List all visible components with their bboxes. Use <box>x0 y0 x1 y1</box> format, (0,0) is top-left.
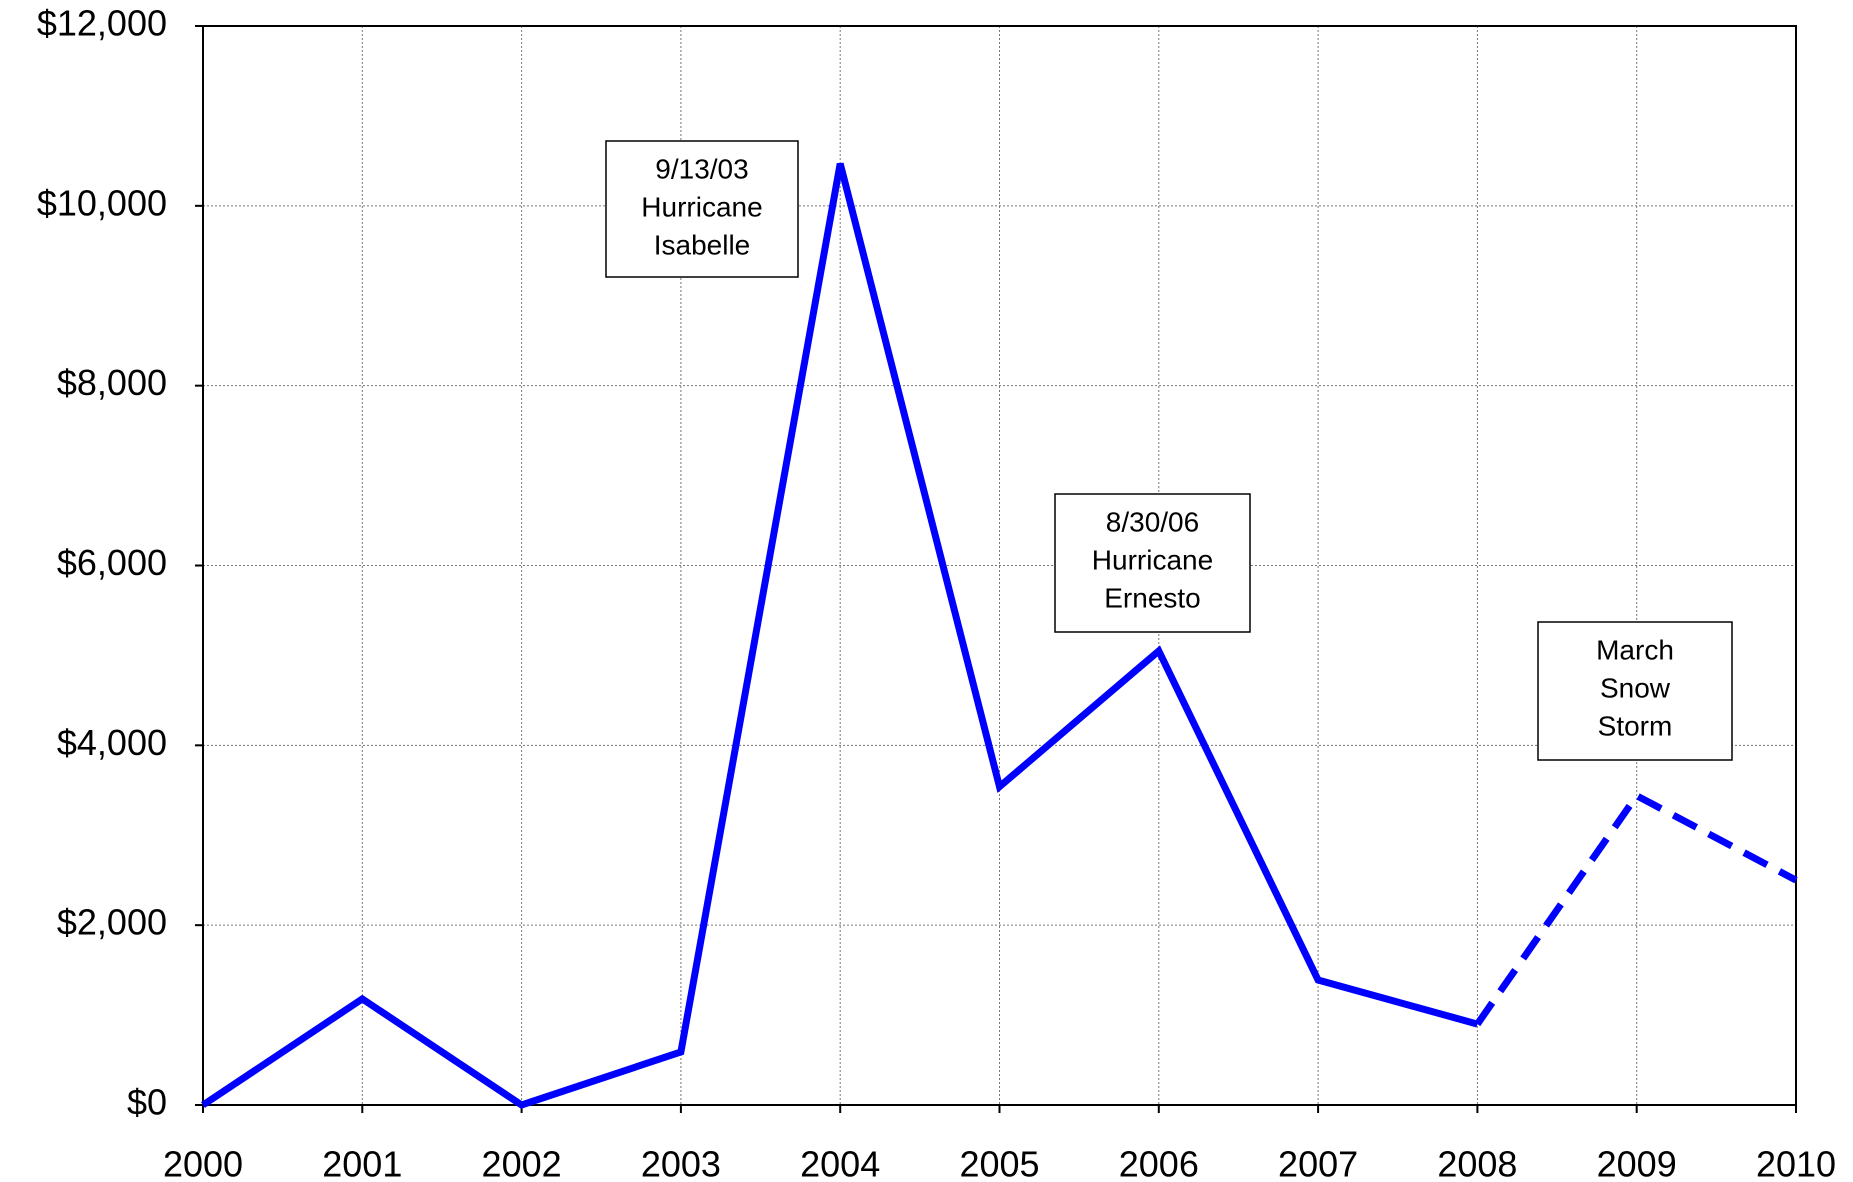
annotation-box <box>1537 621 1733 761</box>
annotation-text: March <box>1596 634 1674 665</box>
annotation-text: Ernesto <box>1104 582 1201 613</box>
annotation-text: 9/13/03 <box>655 153 748 184</box>
y-tick-label: $6,000 <box>57 542 167 583</box>
y-tick-label: $10,000 <box>37 182 167 223</box>
x-tick-label: 2000 <box>163 1144 243 1182</box>
annotation-text: Hurricane <box>641 191 762 222</box>
annotation-text: Hurricane <box>1092 544 1213 575</box>
x-tick-label: 2007 <box>1278 1144 1358 1182</box>
x-tick-label: 2009 <box>1597 1144 1677 1182</box>
y-tick-label: $12,000 <box>37 3 167 44</box>
x-tick-label: 2005 <box>959 1144 1039 1182</box>
y-tick-label: $8,000 <box>57 362 167 403</box>
x-tick-label: 2001 <box>322 1144 402 1182</box>
plot-frame <box>202 25 1797 1106</box>
x-tick-label: 2003 <box>641 1144 721 1182</box>
annotation-text: 8/30/06 <box>1106 506 1199 537</box>
x-tick-label: 2002 <box>482 1144 562 1182</box>
annotation-box <box>605 140 799 278</box>
annotation-text: Isabelle <box>654 229 751 260</box>
y-tick-label: $2,000 <box>57 902 167 943</box>
annotation-text: Storm <box>1598 710 1673 741</box>
data-line <box>201 162 1479 1109</box>
x-tick-label: 2008 <box>1437 1144 1517 1182</box>
annotation-box <box>1054 493 1251 633</box>
annotation-text: Snow <box>1600 672 1671 703</box>
y-tick-label: $4,000 <box>57 722 167 763</box>
x-tick-label: 2010 <box>1756 1144 1836 1182</box>
y-tick-label: $0 <box>127 1082 167 1123</box>
data-line <box>1474 791 1798 1027</box>
x-tick-label: 2004 <box>800 1144 880 1182</box>
x-tick-label: 2006 <box>1119 1144 1199 1182</box>
